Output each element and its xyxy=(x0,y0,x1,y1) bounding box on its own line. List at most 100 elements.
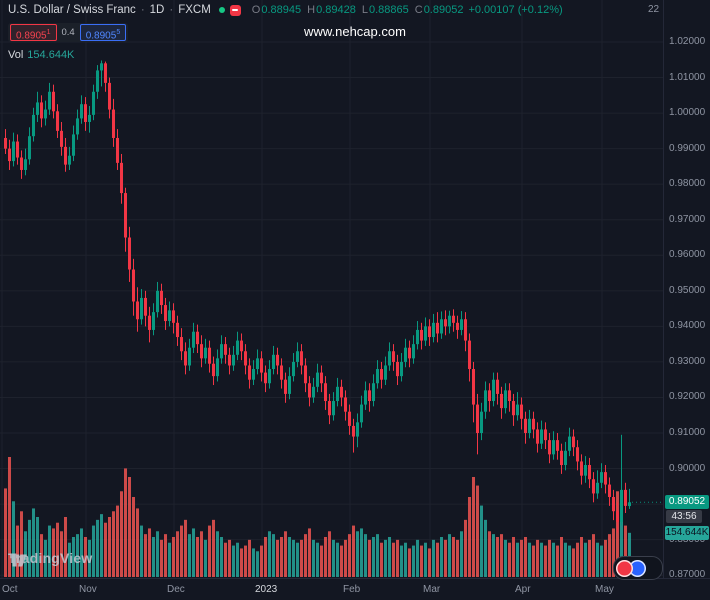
candle-body xyxy=(236,340,239,355)
candle-body xyxy=(8,148,11,162)
volume-bar xyxy=(232,545,235,577)
volume-bar xyxy=(448,534,451,577)
volume-bar xyxy=(504,539,507,577)
volume-bar xyxy=(124,468,127,577)
candle-body xyxy=(444,319,447,327)
candle-body xyxy=(520,404,523,419)
candle-body xyxy=(248,365,251,380)
volume-bar xyxy=(508,542,511,577)
sell-button[interactable]: 0.89051 xyxy=(10,24,57,41)
candle-wick xyxy=(101,60,102,87)
volume-bar xyxy=(512,537,515,577)
candle-body xyxy=(104,63,107,83)
candle-body xyxy=(580,461,583,476)
volume-bar xyxy=(596,542,599,577)
quick-trade-bubbles[interactable] xyxy=(613,556,663,580)
candle-body xyxy=(256,358,259,370)
volume-bar xyxy=(628,532,631,577)
volume-bar xyxy=(500,534,503,577)
candle-body xyxy=(292,361,295,377)
volume-bar xyxy=(476,485,479,577)
volume-bar xyxy=(200,531,203,577)
volume-bar xyxy=(192,528,195,577)
candle-body xyxy=(40,102,43,119)
volume-bar xyxy=(140,525,143,577)
volume-bar xyxy=(260,545,263,577)
candle-body xyxy=(460,319,463,330)
candle-body xyxy=(196,331,199,345)
candle-body xyxy=(464,319,467,341)
volume-bar xyxy=(576,542,579,577)
volume-bar xyxy=(616,491,619,577)
candle-body xyxy=(44,109,47,119)
volume-bar xyxy=(568,545,571,577)
candle-body xyxy=(272,354,275,370)
volume-bar xyxy=(432,539,435,577)
candle-body xyxy=(360,404,363,423)
volume-bar xyxy=(116,505,119,577)
candle-body xyxy=(352,425,355,437)
volume-bar xyxy=(428,548,431,577)
candle-body xyxy=(516,404,519,416)
candle-body xyxy=(524,418,527,434)
candle-body xyxy=(12,141,15,162)
price-tick-label: 0.93000 xyxy=(669,355,706,367)
candlestick-chart-canvas[interactable] xyxy=(0,0,663,578)
time-axis[interactable]: Oct Nov Dec 2023 Feb Mar Apr May xyxy=(0,578,710,600)
volume-bar xyxy=(456,539,459,577)
candle-body xyxy=(420,329,423,341)
buy-bubble-icon[interactable] xyxy=(629,559,646,577)
volume-bar xyxy=(348,534,351,577)
volume-bar xyxy=(136,508,139,577)
buy-button[interactable]: 0.89055 xyxy=(79,24,127,41)
candle-body xyxy=(540,429,543,444)
volume-bar xyxy=(480,505,483,577)
price-axis[interactable]: 0.870000.880000.890000.900000.910000.920… xyxy=(663,0,710,580)
volume-bar xyxy=(372,537,375,577)
volume-bar xyxy=(196,537,199,577)
volume-bar xyxy=(148,528,151,577)
volume-bar xyxy=(272,534,275,577)
price-tick-label: 1.00000 xyxy=(669,107,706,119)
alert-icon[interactable] xyxy=(229,4,241,16)
candle-body xyxy=(160,290,163,306)
candle-body xyxy=(308,383,311,398)
close-value: 0.89052 xyxy=(423,4,464,16)
candle-body xyxy=(556,440,559,451)
volume-bar xyxy=(424,542,427,577)
volume-bar xyxy=(484,519,487,577)
candle-body xyxy=(288,376,291,394)
candle-body xyxy=(616,511,619,522)
candle-body xyxy=(208,347,211,364)
timeframe-label[interactable]: 1D xyxy=(149,4,165,16)
volume-bar xyxy=(12,501,15,577)
candle-body xyxy=(620,489,623,522)
tradingview-logo-icon xyxy=(10,554,27,567)
tradingview-logo-text: TradingView xyxy=(8,550,93,566)
volume-bar xyxy=(556,545,559,577)
candle-body xyxy=(436,322,439,334)
volume-bar xyxy=(620,502,623,577)
symbol-title[interactable]: U.S. Dollar / Swiss Franc xyxy=(8,4,136,16)
sell-bubble-icon[interactable] xyxy=(616,559,633,577)
volume-bar xyxy=(184,519,187,577)
tradingview-logo[interactable]: TradingView xyxy=(8,550,93,567)
candle-body xyxy=(332,401,335,416)
candle-body xyxy=(4,137,7,149)
candle-body xyxy=(624,489,627,506)
candle-body xyxy=(468,340,471,370)
candle-body xyxy=(600,472,603,483)
candle-body xyxy=(368,390,371,402)
volume-bar xyxy=(212,519,215,577)
volume-bar xyxy=(416,539,419,577)
volume-bar xyxy=(84,537,87,577)
candle-body xyxy=(20,157,23,170)
volume-bar xyxy=(60,531,63,577)
candle-body xyxy=(276,354,279,366)
volume-bar xyxy=(204,539,207,577)
bid-ask-widget: 0.89051 0.4 0.89055 xyxy=(8,23,129,42)
candle-body xyxy=(312,386,315,398)
candle-body xyxy=(304,365,307,384)
volume-bar xyxy=(468,497,471,577)
volume-bar xyxy=(128,477,131,577)
